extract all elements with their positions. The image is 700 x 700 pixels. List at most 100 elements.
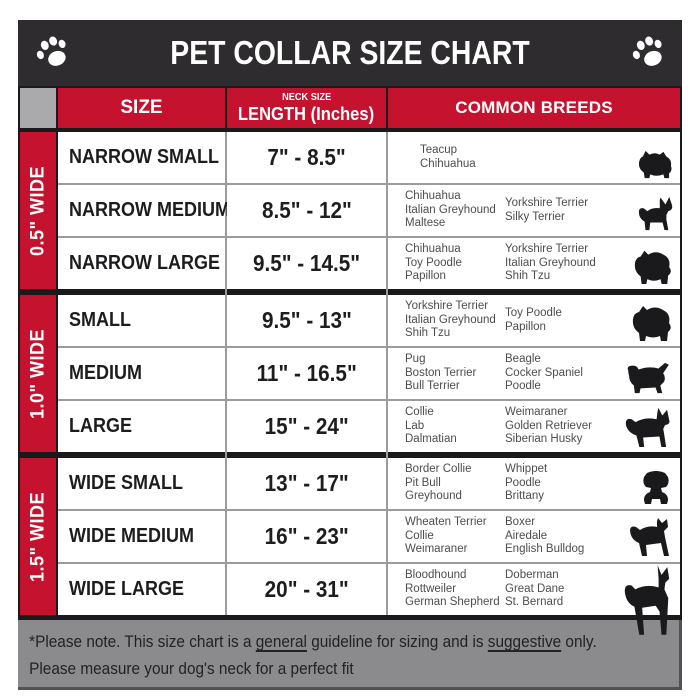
table-row: WIDE MEDIUM 16" - 23" Wheaten Terrier Co… — [58, 511, 680, 562]
width-group-label: 0.5" WIDE — [27, 165, 48, 256]
length-cell: 11" - 16.5" — [227, 348, 386, 399]
table-row: WIDE LARGE 20" - 31" Bloodhound Rottweil… — [58, 564, 680, 635]
breeds-list-1: Pug Boston Terrier Bull Terrier — [405, 353, 477, 393]
width-group-1.5in: 1.5" WIDE — [20, 458, 56, 615]
column-header-size: SIZE — [58, 88, 225, 128]
length-cell: 16" - 23" — [227, 511, 386, 562]
paw-print-icon — [632, 36, 662, 66]
pomeranian-icon — [632, 247, 674, 285]
table-row: WIDE SMALL 13" - 17" Border Collie Pit B… — [58, 458, 680, 509]
length-value: 7" - 8.5" — [267, 144, 346, 170]
breeds-list-1: Teacup Chihuahua — [420, 144, 476, 170]
breeds-cell: Bloodhound Rottweiler German Shepherd Do… — [388, 564, 680, 635]
length-value: 8.5" - 12" — [261, 197, 352, 223]
size-cell: SMALL — [58, 295, 225, 346]
breeds-cell: Collie Lab Dalmatian Weimaraner Golden R… — [388, 401, 680, 452]
title-bar: PET COLLAR SIZE CHART — [18, 20, 682, 86]
size-cell: NARROW LARGE — [58, 238, 225, 289]
note-text: only. — [561, 633, 597, 651]
breeds-cell: Chihuahua Italian Greyhound Maltese York… — [388, 185, 680, 236]
length-cell: 7" - 8.5" — [227, 132, 386, 183]
length-cell: 20" - 31" — [227, 564, 386, 615]
breeds-list-2: Yorkshire Terrier Italian Greyhound Shih… — [505, 243, 596, 283]
table-row: SMALL 9.5" - 13" Yorkshire Terrier Itali… — [58, 295, 680, 346]
breeds-cell: Yorkshire Terrier Italian Greyhound Shih… — [388, 295, 680, 346]
size-cell: WIDE LARGE — [58, 564, 225, 615]
yorkshire-terrier-icon — [636, 149, 674, 179]
length-value: 16" - 23" — [264, 523, 349, 549]
breeds-list-1: Collie Lab Dalmatian — [405, 406, 457, 446]
breeds-list-2: Whippet Poodle Brittany — [505, 463, 548, 503]
neck-size-label: NECK SIZE — [281, 92, 332, 103]
bulldog-icon — [638, 469, 674, 505]
size-label: SMALL — [69, 309, 132, 331]
size-label: MEDIUM — [69, 362, 142, 384]
breeds-list-1: Bloodhound Rottweiler German Shepherd — [405, 569, 500, 609]
column-divider — [386, 132, 388, 615]
cocker-spaniel-icon — [624, 361, 674, 395]
footer-note: *Please note. This size chart is a gener… — [18, 620, 682, 690]
breeds-cell: Wheaten Terrier Collie Weimaraner Boxer … — [388, 511, 680, 562]
german-shepherd-icon — [620, 404, 674, 448]
page-title: PET COLLAR SIZE CHART — [170, 34, 530, 71]
breeds-cell: Border Collie Pit Bull Greyhound Whippet… — [388, 458, 680, 509]
header-corner-cell — [20, 88, 56, 128]
length-cell: 13" - 17" — [227, 458, 386, 509]
width-group-0.5in: 0.5" WIDE — [20, 132, 56, 289]
note-underlined-word: general — [255, 633, 307, 651]
length-value: 15" - 24" — [264, 413, 349, 439]
note-text: guideline for sizing and is — [306, 633, 488, 651]
size-cell: MEDIUM — [58, 348, 225, 399]
size-cell: WIDE MEDIUM — [58, 511, 225, 562]
doberman-icon — [618, 563, 676, 637]
size-label: NARROW LARGE — [69, 252, 220, 274]
breeds-list-2: Weimaraner Golden Retriever Siberian Hus… — [505, 406, 592, 446]
table-row: LARGE 15" - 24" Collie Lab Dalmatian Wei… — [58, 401, 680, 452]
breeds-list-2: Yorkshire Terrier Silky Terrier — [505, 197, 589, 223]
row-divider — [58, 346, 680, 348]
size-cell: LARGE — [58, 401, 225, 452]
width-group-1.0in: 1.0" WIDE — [20, 295, 56, 452]
length-value: 11" - 16.5" — [256, 360, 357, 386]
size-label: WIDE SMALL — [69, 472, 183, 494]
note-underlined-word: suggestive — [487, 633, 562, 651]
length-cell: 9.5" - 14.5" — [227, 238, 386, 289]
breeds-list-1: Border Collie Pit Bull Greyhound — [405, 463, 472, 503]
breeds-cell: Teacup Chihuahua — [388, 132, 680, 183]
column-divider — [225, 132, 227, 615]
row-divider — [58, 236, 680, 238]
row-divider — [58, 562, 680, 564]
length-value: 9.5" - 13" — [261, 307, 352, 333]
size-label: NARROW SMALL — [69, 146, 219, 168]
length-value: 13" - 17" — [264, 470, 349, 496]
breeds-list-1: Chihuahua Italian Greyhound Maltese — [405, 190, 496, 230]
width-group-label: 1.5" WIDE — [27, 491, 48, 582]
breeds-list-2: Beagle Cocker Spaniel Poodle — [505, 353, 583, 393]
table-row: NARROW LARGE 9.5" - 14.5" Chihuahua Toy … — [58, 238, 680, 289]
breeds-list-2: Boxer Airedale English Bulldog — [505, 516, 585, 556]
size-label: WIDE LARGE — [69, 578, 185, 600]
length-cell: 9.5" - 13" — [227, 295, 386, 346]
size-cell: NARROW SMALL — [58, 132, 225, 183]
row-divider — [58, 509, 680, 511]
table-row: NARROW SMALL 7" - 8.5" Teacup Chihuahua — [58, 132, 680, 183]
breeds-list-1: Yorkshire Terrier Italian Greyhound Shih… — [405, 300, 496, 340]
table-row: NARROW MEDIUM 8.5" - 12" Chihuahua Itali… — [58, 185, 680, 236]
width-group-label: 1.0" WIDE — [27, 328, 48, 419]
length-inches-label: LENGTH (Inches) — [238, 104, 375, 124]
paw-print-icon — [36, 36, 66, 66]
row-divider — [58, 183, 680, 185]
pitbull-icon — [626, 514, 674, 558]
breeds-list-1: Chihuahua Toy Poodle Papillon — [405, 243, 462, 283]
footer-note-text: *Please note. This size chart is a gener… — [18, 620, 633, 683]
length-cell: 15" - 24" — [227, 401, 386, 452]
size-label: NARROW MEDIUM — [69, 199, 230, 221]
length-value: 20" - 31" — [264, 576, 349, 602]
table-row: MEDIUM 11" - 16.5" Pug Boston Terrier Bu… — [58, 348, 680, 399]
size-cell: WIDE SMALL — [58, 458, 225, 509]
size-label: LARGE — [69, 415, 132, 437]
column-header-neck-size-length: NECK SIZE LENGTH (Inches) — [227, 88, 386, 128]
note-text: *Please note. This size chart is a — [29, 633, 256, 651]
row-divider — [58, 399, 680, 401]
